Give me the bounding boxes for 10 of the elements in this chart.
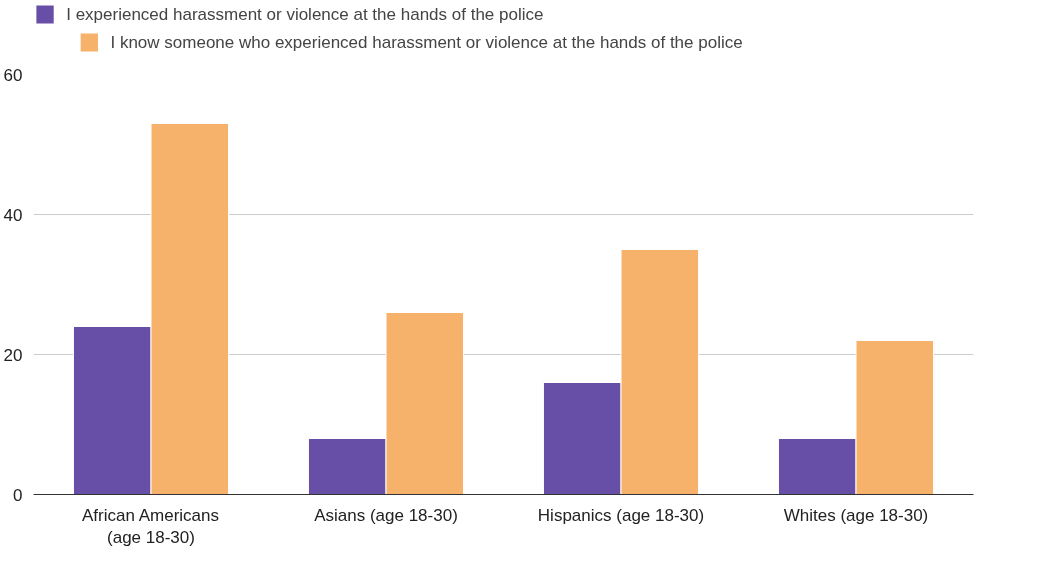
y-tick-label: 40 [3, 205, 23, 225]
x-tick-label: Asians (age 18-30) [314, 505, 458, 525]
y-tick-label: 60 [3, 65, 23, 85]
x-tick-label: Whites (age 18-30) [783, 505, 929, 525]
x-tick-label: Hispanics (age 18-30) [537, 505, 705, 525]
y-tick-label: 0 [13, 485, 23, 505]
legend-label: I know someone who experienced harassment or violence at the hands of the police [110, 33, 743, 52]
legend-label: I experienced harassment or violence at the hands of the police [66, 5, 544, 24]
x-tick-label: African Americans (age 18-30) [82, 505, 220, 548]
y-tick-label: 20 [3, 345, 23, 365]
